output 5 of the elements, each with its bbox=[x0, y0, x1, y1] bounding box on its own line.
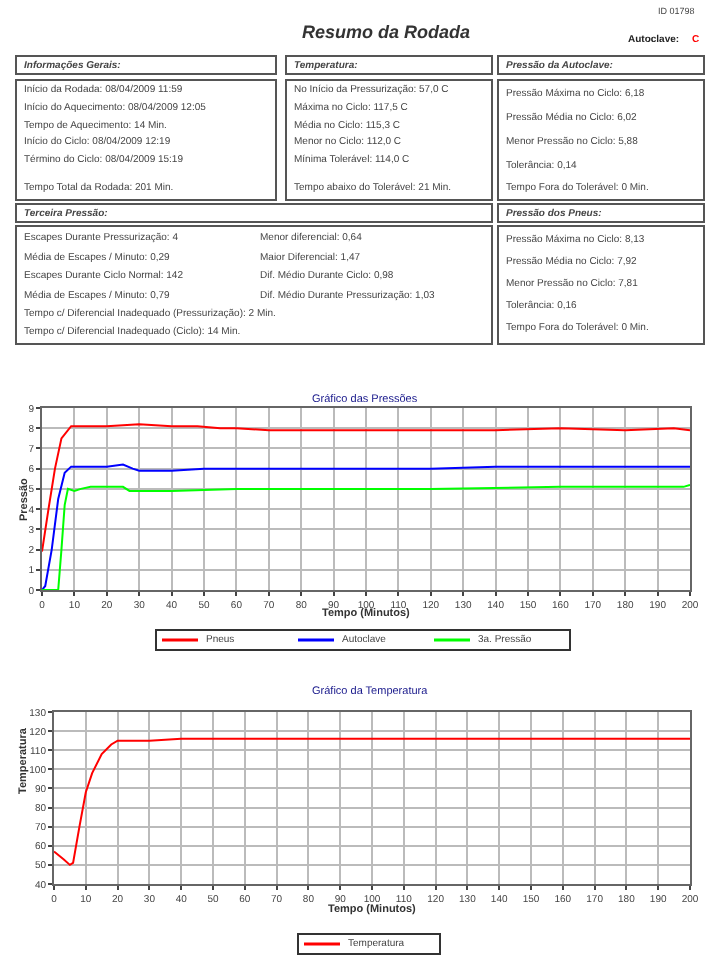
line-series bbox=[42, 423, 690, 553]
line-series bbox=[54, 737, 690, 866]
text: Resumo da Rodada bbox=[302, 22, 471, 42]
line-series bbox=[42, 463, 690, 590]
line-series bbox=[42, 483, 690, 590]
